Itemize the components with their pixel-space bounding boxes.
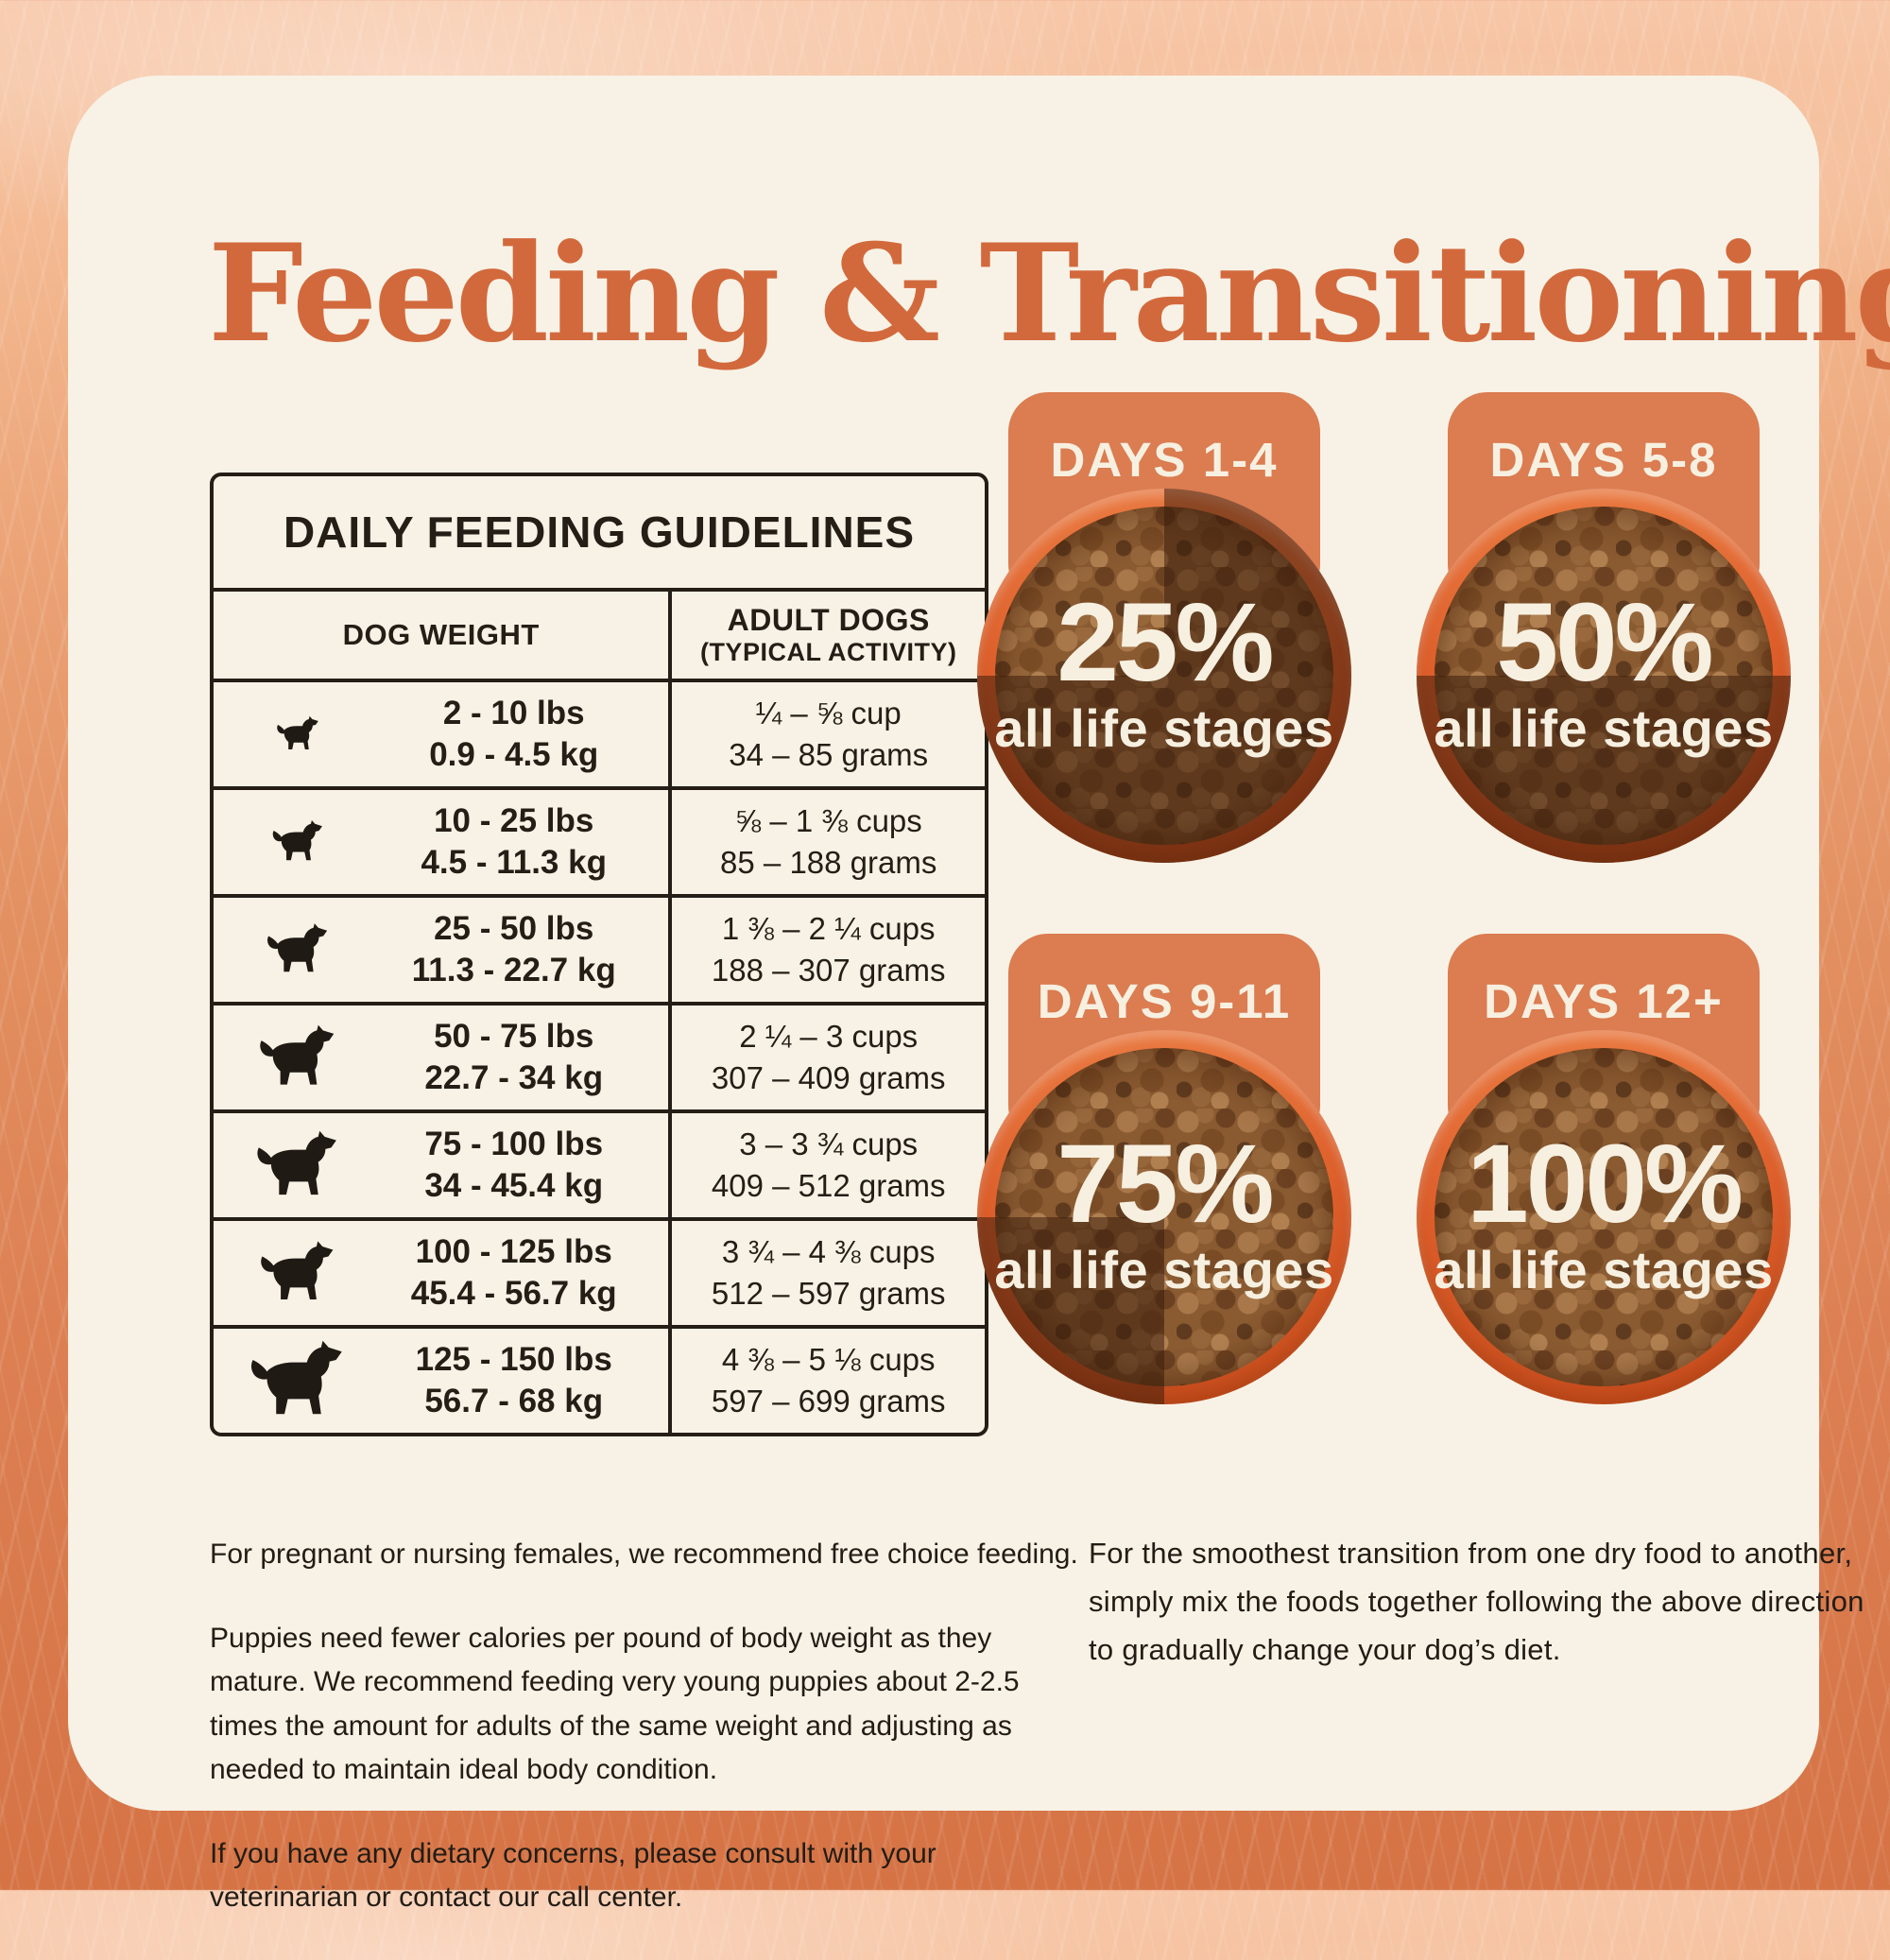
life-stages-label: all life stages xyxy=(1434,698,1774,758)
dog-weight-cell: 10 - 25 lbs 4.5 - 11.3 kg xyxy=(214,790,668,894)
table-row: 25 - 50 lbs 11.3 - 22.7 kg 1 ⅜ – 2 ¼ cup… xyxy=(214,894,985,1002)
life-stages-label: all life stages xyxy=(994,698,1334,758)
transition-note: For the smoothest transition from one dr… xyxy=(1089,1537,1864,1667)
table-row: 50 - 75 lbs 22.7 - 34 kg 2 ¼ – 3 cups 30… xyxy=(214,1002,985,1109)
table-row: 125 - 150 lbs 56.7 - 68 kg 4 ⅜ – 5 ⅛ cup… xyxy=(214,1325,985,1433)
kibble-bowl-25: 25% all life stages xyxy=(977,489,1351,863)
percent-label: 75% xyxy=(1057,1122,1274,1246)
feeding-amount-cell: 1 ⅜ – 2 ¼ cups 188 – 307 grams xyxy=(668,898,985,1002)
tile-label: DAYS 9-11 xyxy=(1037,974,1292,1028)
column-header-adult-dogs: ADULT DOGS (TYPICAL ACTIVITY) xyxy=(668,592,985,679)
note-puppies: Puppies need fewer calories per pound of… xyxy=(210,1622,1020,1786)
weight-kg: 22.7 - 34 kg xyxy=(424,1059,604,1096)
weight-lbs: 2 - 10 lbs xyxy=(442,694,585,731)
amount-cups: 1 ⅜ – 2 ¼ cups xyxy=(721,911,936,947)
weight-lbs: 75 - 100 lbs xyxy=(424,1125,604,1162)
feeding-amount-cell: 3 – 3 ¾ cups 409 – 512 grams xyxy=(668,1113,985,1217)
amount-grams: 597 – 699 grams xyxy=(711,1384,946,1418)
amount-grams: 34 – 85 grams xyxy=(729,737,929,772)
table-row: 100 - 125 lbs 45.4 - 56.7 kg 3 ¾ – 4 ⅜ c… xyxy=(214,1217,985,1325)
dog-weight-cell: 75 - 100 lbs 34 - 45.4 kg xyxy=(214,1113,668,1217)
feeding-amount-cell: 2 ¼ – 3 cups 307 – 409 grams xyxy=(668,1006,985,1109)
info-card: Feeding & Transitioning DAILY FEEDING GU… xyxy=(68,76,1890,1913)
amount-cups: 2 ¼ – 3 cups xyxy=(739,1019,919,1055)
table-header-row: DOG WEIGHT ADULT DOGS (TYPICAL ACTIVITY) xyxy=(214,588,985,679)
feeding-amount-cell: ¼ – ⅝ cup 34 – 85 grams xyxy=(668,682,985,786)
dog-weight-cell: 125 - 150 lbs 56.7 - 68 kg xyxy=(214,1329,668,1433)
kibble-bowl-75: 75% all life stages xyxy=(977,1030,1351,1404)
tile-label: DAYS 5-8 xyxy=(1489,433,1718,487)
weight-lbs: 10 - 25 lbs xyxy=(434,801,594,839)
weight-kg: 34 - 45.4 kg xyxy=(424,1167,604,1204)
amount-grams: 409 – 512 grams xyxy=(711,1168,946,1203)
note-pregnant-nursing: For pregnant or nursing females, we reco… xyxy=(210,1539,1078,1570)
weight-lbs: 125 - 150 lbs xyxy=(415,1340,612,1378)
weight-lbs: 25 - 50 lbs xyxy=(434,909,594,947)
column-header-adult-dogs-line2: (TYPICAL ACTIVITY) xyxy=(699,638,957,666)
transition-tile-days-9-11: DAYS 9-11 75% all life stages xyxy=(952,934,1377,1430)
life-stages-label: all life stages xyxy=(994,1240,1334,1299)
weight-kg: 0.9 - 4.5 kg xyxy=(429,736,599,773)
weight-kg: 11.3 - 22.7 kg xyxy=(411,952,616,989)
weight-lbs: 50 - 75 lbs xyxy=(434,1017,594,1055)
note-dietary-concerns: If you have any dietary concerns, please… xyxy=(210,1837,936,1914)
dog-weight-cell: 100 - 125 lbs 45.4 - 56.7 kg xyxy=(214,1221,668,1325)
weight-kg: 4.5 - 11.3 kg xyxy=(421,844,607,881)
rottweiler-icon xyxy=(249,1240,348,1306)
percent-label: 50% xyxy=(1496,580,1713,705)
weight-kg: 45.4 - 56.7 kg xyxy=(410,1275,617,1312)
table-row: 10 - 25 lbs 4.5 - 11.3 kg ⅝ – 1 ⅜ cups 8… xyxy=(214,786,985,894)
kibble-bowl-50: 50% all life stages xyxy=(1417,489,1791,863)
amount-cups: ⅝ – 1 ⅜ cups xyxy=(734,803,922,839)
weight-lbs: 100 - 125 lbs xyxy=(415,1232,612,1270)
amount-cups: 3 ¾ – 4 ⅜ cups xyxy=(721,1234,936,1270)
percent-label: 25% xyxy=(1057,580,1274,705)
tile-label: DAYS 1-4 xyxy=(1050,433,1279,487)
transition-tile-days-5-8: DAYS 5-8 50% all life stages xyxy=(1391,392,1816,888)
great-dane-icon xyxy=(255,1129,342,1202)
amount-grams: 85 – 188 grams xyxy=(720,845,937,880)
transition-tile-days-12-plus: DAYS 12+ 100% all life stages xyxy=(1391,934,1816,1430)
amount-grams: 512 – 597 grams xyxy=(711,1276,946,1311)
amount-cups: 3 – 3 ¾ cups xyxy=(739,1126,919,1162)
amount-grams: 307 – 409 grams xyxy=(711,1060,946,1095)
life-stages-label: all life stages xyxy=(1434,1240,1774,1299)
table-title: DAILY FEEDING GUIDELINES xyxy=(283,507,916,557)
feeding-amount-cell: 4 ⅜ – 5 ⅛ cups 597 – 699 grams xyxy=(668,1329,985,1433)
dog-weight-cell: 25 - 50 lbs 11.3 - 22.7 kg xyxy=(214,898,668,1002)
chihuahua-icon xyxy=(276,715,321,753)
tile-label: DAYS 12+ xyxy=(1484,974,1724,1028)
feeding-amount-cell: ⅝ – 1 ⅜ cups 85 – 188 grams xyxy=(668,790,985,894)
dog-weight-cell: 2 - 10 lbs 0.9 - 4.5 kg xyxy=(214,682,668,786)
kibble-bowl-100: 100% all life stages xyxy=(1417,1030,1791,1404)
column-header-dog-weight: DOG WEIGHT xyxy=(342,618,540,651)
table-row: 75 - 100 lbs 34 - 45.4 kg 3 – 3 ¾ cups 4… xyxy=(214,1109,985,1217)
amount-cups: 4 ⅜ – 5 ⅛ cups xyxy=(721,1342,936,1378)
amount-cups: ¼ – ⅝ cup xyxy=(755,696,902,731)
weight-kg: 56.7 - 68 kg xyxy=(424,1383,604,1419)
newfoundland-icon xyxy=(238,1339,359,1422)
small-terrier-icon xyxy=(266,922,332,977)
dog-weight-cell: 50 - 75 lbs 22.7 - 34 kg xyxy=(214,1006,668,1109)
percent-label: 100% xyxy=(1467,1122,1744,1246)
french-bulldog-icon xyxy=(271,819,326,865)
amount-grams: 188 – 307 grams xyxy=(711,953,946,988)
table-row: 2 - 10 lbs 0.9 - 4.5 kg ¼ – ⅝ cup 34 – 8… xyxy=(214,679,985,786)
daily-feeding-guidelines-table: DAILY FEEDING GUIDELINES DOG WEIGHT ADUL… xyxy=(210,473,988,1436)
feeding-amount-cell: 3 ¾ – 4 ⅜ cups 512 – 597 grams xyxy=(668,1221,985,1325)
column-header-adult-dogs-line1: ADULT DOGS xyxy=(727,603,930,637)
pit-bull-icon xyxy=(258,1023,339,1092)
feeding-notes: For pregnant or nursing females, we reco… xyxy=(210,1533,1089,1960)
transition-tile-days-1-4: DAYS 1-4 25% all life stages xyxy=(952,392,1377,888)
page-title: Feeding & Transitioning xyxy=(208,215,1890,372)
